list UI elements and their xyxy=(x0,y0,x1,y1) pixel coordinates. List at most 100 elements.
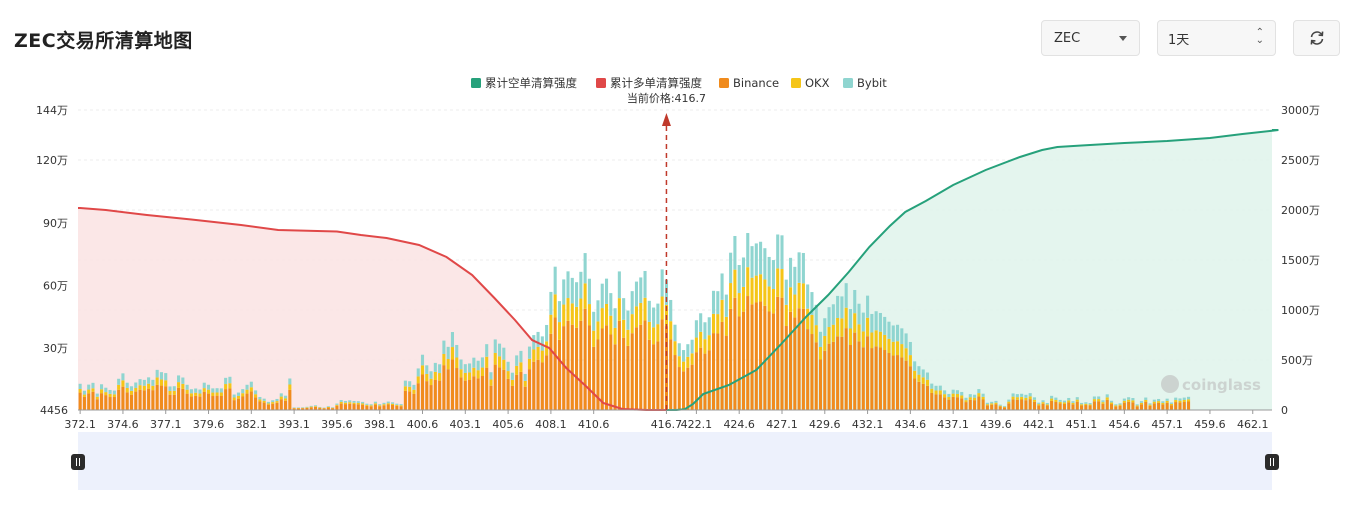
bar-binance xyxy=(1045,405,1049,410)
bar-okx xyxy=(981,396,985,400)
bar-okx xyxy=(365,404,369,406)
bar-bybit xyxy=(647,300,651,322)
bar-okx xyxy=(258,399,262,402)
bar-binance xyxy=(309,407,313,410)
bar-bybit xyxy=(741,257,746,287)
bar-binance xyxy=(707,350,711,410)
bar-binance xyxy=(900,357,904,410)
bar-okx xyxy=(951,393,955,397)
bar-binance xyxy=(908,366,912,410)
bar-binance xyxy=(1148,405,1152,410)
bar-okx xyxy=(416,376,420,384)
bar-binance xyxy=(964,402,968,410)
bar-binance xyxy=(947,399,951,410)
bar-binance xyxy=(1011,399,1015,410)
bar-binance xyxy=(1024,400,1028,410)
symbol-select-value: ZEC xyxy=(1054,30,1081,46)
bar-binance xyxy=(793,317,797,410)
bar-bybit xyxy=(1020,393,1024,397)
bar-okx xyxy=(206,389,211,394)
bar-bybit xyxy=(780,235,784,270)
bar-binance xyxy=(771,313,775,410)
refresh-button[interactable] xyxy=(1293,20,1340,56)
bar-bybit xyxy=(275,398,279,402)
bar-bybit xyxy=(181,377,185,384)
bar-binance xyxy=(789,311,793,410)
bar-okx xyxy=(395,404,399,406)
bar-okx xyxy=(1187,399,1191,402)
bar-okx xyxy=(91,388,95,392)
bar-okx xyxy=(699,331,703,348)
bar-okx xyxy=(609,315,613,335)
x-tick-label: 382.1 xyxy=(236,418,268,431)
bar-binance xyxy=(1161,404,1165,410)
bar-binance xyxy=(378,406,382,410)
bar-okx xyxy=(189,393,193,397)
bar-bybit xyxy=(836,295,840,318)
bar-binance xyxy=(532,361,536,410)
bar-okx xyxy=(1015,397,1019,400)
bar-okx xyxy=(724,316,728,336)
bar-okx xyxy=(498,356,502,368)
bar-bybit xyxy=(301,407,305,408)
symbol-select[interactable]: ZEC xyxy=(1041,20,1140,56)
bar-bybit xyxy=(874,311,878,331)
bar-bybit xyxy=(913,361,917,371)
bar-binance xyxy=(412,393,416,410)
bar-bybit xyxy=(211,388,215,393)
bar-okx xyxy=(326,407,330,408)
bar-bybit xyxy=(613,308,617,328)
bar-binance xyxy=(1037,405,1041,410)
y-left-tick: 90万 xyxy=(43,217,68,230)
bar-bybit xyxy=(1037,402,1041,405)
bar-binance xyxy=(639,324,643,410)
bar-binance xyxy=(480,375,484,410)
bar-bybit xyxy=(168,386,172,391)
bar-okx xyxy=(348,402,352,404)
bar-okx xyxy=(1054,399,1058,402)
bar-binance xyxy=(861,347,865,410)
legend[interactable]: 累计空单清算强度 累计多单清算强度 Binance OKX Bybit xyxy=(471,76,887,90)
bar-okx xyxy=(386,403,390,405)
bar-okx xyxy=(177,382,181,388)
bar-okx xyxy=(455,357,459,369)
bar-binance xyxy=(463,380,467,410)
bar-okx xyxy=(523,380,527,387)
bar-binance xyxy=(878,347,882,410)
bar-okx xyxy=(536,346,540,360)
bar-bybit xyxy=(904,333,908,349)
bar-binance xyxy=(797,308,801,410)
bar-okx xyxy=(647,321,651,340)
bar-bybit xyxy=(973,394,977,398)
bar-bybit xyxy=(1015,394,1019,398)
bar-okx xyxy=(420,365,425,375)
bar-binance xyxy=(1101,403,1105,410)
bar-okx xyxy=(964,400,968,403)
bar-bybit xyxy=(656,303,660,325)
bar-bybit xyxy=(1161,401,1165,403)
bar-binance xyxy=(746,296,750,410)
bar-bybit xyxy=(938,385,942,391)
zoom-slider[interactable] xyxy=(71,432,1279,490)
bar-binance xyxy=(373,404,377,410)
bar-okx xyxy=(78,388,82,393)
x-tick-label: 422.1 xyxy=(681,418,713,431)
bar-bybit xyxy=(754,243,758,276)
bar-bybit xyxy=(386,401,390,404)
bar-bybit xyxy=(943,390,947,395)
bar-binance xyxy=(112,396,116,410)
period-select[interactable]: 1天 ⌃ ⌄ xyxy=(1157,20,1276,56)
bar-okx xyxy=(1075,399,1079,402)
bar-bybit xyxy=(194,388,198,393)
bar-binance xyxy=(1165,402,1169,410)
bar-binance xyxy=(446,369,450,410)
bar-binance xyxy=(1088,405,1092,410)
bar-okx xyxy=(224,384,228,390)
bar-binance xyxy=(211,396,215,410)
bar-okx xyxy=(104,392,108,396)
bar-bybit xyxy=(442,340,446,354)
bar-okx xyxy=(587,304,591,326)
bar-bybit xyxy=(840,296,844,319)
bar-okx xyxy=(279,396,283,400)
bar-okx xyxy=(913,370,917,379)
